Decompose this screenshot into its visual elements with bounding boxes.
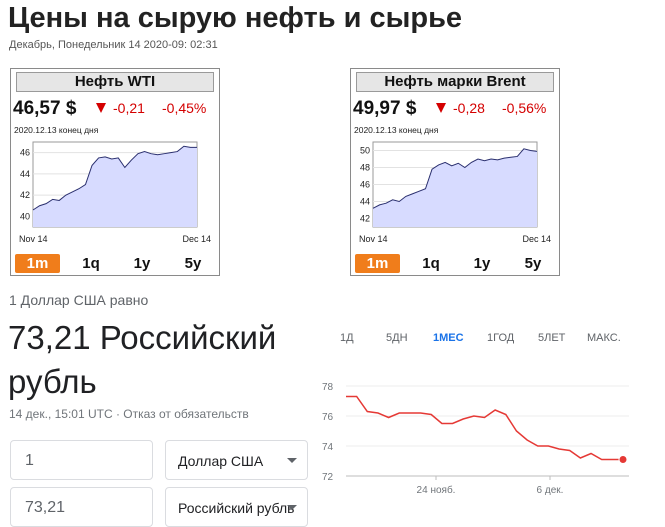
page-title: Цены на сырую нефть и сырье [8, 2, 463, 34]
range-1y-button[interactable]: 1y [473, 255, 491, 272]
y-tick-label: 46 [20, 148, 30, 158]
wti-asof: 2020.12.13 конец дня [14, 125, 99, 135]
amount-to-input[interactable]: 73,21 [10, 487, 153, 527]
y-tick-label: 74 [322, 442, 334, 453]
down-arrow-icon [96, 103, 106, 113]
brent-asof: 2020.12.13 конец дня [354, 125, 439, 135]
series-line [372, 148, 538, 209]
rate-line [346, 395, 623, 461]
y-tick-label: 76 [322, 412, 334, 423]
range-1y-button[interactable]: 1y [133, 255, 151, 272]
tab-1y[interactable]: 1ГОД [487, 332, 515, 344]
tab-5y[interactable]: 5ЛЕТ [538, 332, 566, 344]
wti-card: Нефть WTI 46,57 $ -0,21 -0,45% 2020.12.1… [10, 68, 220, 276]
converter-meta: 14 дек., 15:01 UTC · Отказ от обязательс… [9, 407, 249, 421]
y-tick-label: 78 [322, 382, 334, 393]
y-tick-label: 42 [20, 190, 30, 200]
series-area [33, 146, 197, 227]
tab-max[interactable]: МАКС. [587, 332, 621, 344]
currency-from-select[interactable]: Доллар США [165, 440, 308, 480]
range-1m-button[interactable]: 1m [355, 254, 400, 273]
x-tick-label: 24 нояб. [417, 484, 456, 496]
brent-price: 49,97 $ [353, 98, 417, 119]
y-tick-label: 44 [360, 197, 370, 207]
y-tick-label: 50 [360, 146, 370, 156]
brent-change: -0,28 [453, 100, 485, 116]
y-tick-label: 44 [20, 169, 30, 179]
currency-to-value: Российский рубль [178, 500, 295, 516]
amount-from-value: 1 [25, 452, 34, 469]
range-1m-button[interactable]: 1m [15, 254, 60, 273]
tab-1m[interactable]: 1МЕС [433, 332, 464, 344]
wti-change: -0,21 [113, 100, 145, 116]
tab-5d[interactable]: 5ДН [386, 332, 408, 344]
x-tick-label: 6 дек. [537, 485, 564, 496]
caret-down-icon [287, 458, 297, 463]
range-1q-button[interactable]: 1q [422, 255, 440, 272]
amount-from-input[interactable]: 1 [10, 440, 153, 480]
converter-label: 1 Доллар США равно [9, 292, 149, 308]
range-1q-button[interactable]: 1q [82, 255, 100, 272]
brent-range-row: 1m 1q 1y 5y [355, 254, 555, 274]
y-tick-label: 46 [360, 180, 370, 190]
down-arrow-icon [436, 103, 446, 113]
brent-chart: 42 44 46 48 50 Nov 14 Dec 14 [359, 141, 551, 244]
y-tick-label: 42 [360, 214, 370, 224]
amount-to-value: 73,21 [25, 499, 66, 516]
caret-down-icon [287, 505, 297, 510]
y-tick-label: 72 [322, 472, 334, 483]
date-line: Декабрь, Понедельник 14 2020-09: 02:31 [9, 39, 218, 51]
x-tick-label: Dec 14 [182, 234, 211, 244]
wti-title: Нефть WTI [16, 72, 214, 92]
brent-card: Нефть марки Brent 49,97 $ -0,28 -0,56% 2… [350, 68, 560, 276]
wti-price: 46,57 $ [13, 98, 77, 119]
tab-1d[interactable]: 1Д [340, 332, 354, 344]
x-tick-label: Nov 14 [19, 234, 48, 244]
x-tick-label: Nov 14 [359, 234, 388, 244]
range-5y-button[interactable]: 5y [524, 255, 542, 272]
series-area [373, 148, 537, 227]
currency-to-select[interactable]: Российский рубль [165, 487, 308, 527]
wti-change-pct: -0,45% [162, 100, 207, 116]
x-tick-label: Dec 14 [522, 234, 551, 244]
wti-chart: 40 42 44 46 Nov 14 Dec 14 [19, 141, 211, 244]
y-tick-label: 48 [360, 163, 370, 173]
range-5y-button[interactable]: 5y [184, 255, 202, 272]
converter-value: 73,21 Российский рубль [8, 319, 277, 400]
series-line [32, 145, 197, 211]
brent-title: Нефть марки Brent [356, 72, 554, 92]
current-point [618, 455, 628, 464]
brent-change-pct: -0,56% [502, 100, 547, 116]
y-tick-label: 40 [20, 211, 30, 221]
wti-range-row: 1m 1q 1y 5y [15, 254, 215, 274]
currency-from-value: Доллар США [178, 453, 264, 469]
rub-chart: 72 74 76 78 24 нояб. 6 дек. [322, 382, 629, 496]
